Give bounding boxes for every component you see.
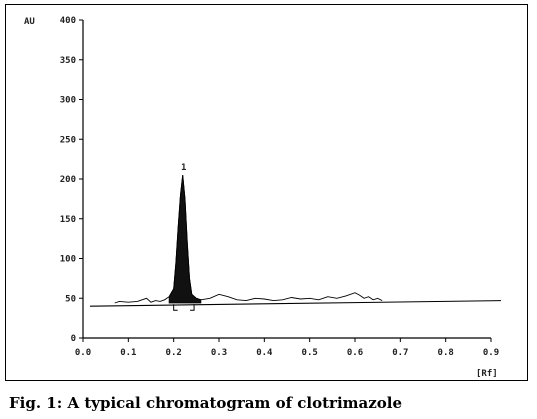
x-tick-label: 0.4	[256, 348, 273, 358]
axes	[82, 20, 491, 339]
series-line	[114, 174, 383, 304]
y-tick-label: 200	[60, 175, 76, 185]
y-tick-label: 300	[60, 96, 76, 106]
figure-caption: Fig. 1: A typical chromatogram of clotri…	[9, 394, 403, 412]
y-tick-label: 150	[60, 215, 76, 225]
x-tick-label: 0.3	[211, 348, 227, 358]
x-tick-label: 0.2	[166, 348, 182, 358]
x-unit-label: [Rf]	[476, 369, 498, 379]
x-tick-label: 0.0	[75, 348, 91, 358]
y-tick-label: 50	[65, 294, 76, 304]
y-tick-label: 0	[71, 334, 76, 344]
baseline	[89, 300, 502, 307]
x-tick-label: 0.1	[120, 348, 136, 358]
x-tick-label: 0.7	[392, 348, 408, 358]
y-tick-label: 250	[60, 135, 76, 145]
chart-frame	[5, 4, 528, 381]
y-tick-label: 400	[60, 16, 76, 26]
y-tick-label: 100	[60, 255, 76, 265]
y-ticks: 0 50 100 150 200 250 300 350 400	[60, 16, 83, 344]
integration-end-marker	[190, 304, 195, 311]
y-unit-label: AU	[24, 17, 35, 27]
x-tick-label: 0.8	[438, 348, 454, 358]
x-tick-label: 0.6	[347, 348, 363, 358]
integration-start-marker	[173, 304, 178, 311]
x-ticks: 0.0 0.1 0.2 0.3 0.4 0.5 0.6 0.7 0.8 0.9	[75, 338, 499, 358]
x-tick-label: 0.9	[483, 348, 499, 358]
x-tick-label: 0.5	[302, 348, 318, 358]
series-group	[89, 174, 502, 311]
y-tick-label: 350	[60, 56, 76, 66]
peak-label: 1	[181, 163, 186, 173]
